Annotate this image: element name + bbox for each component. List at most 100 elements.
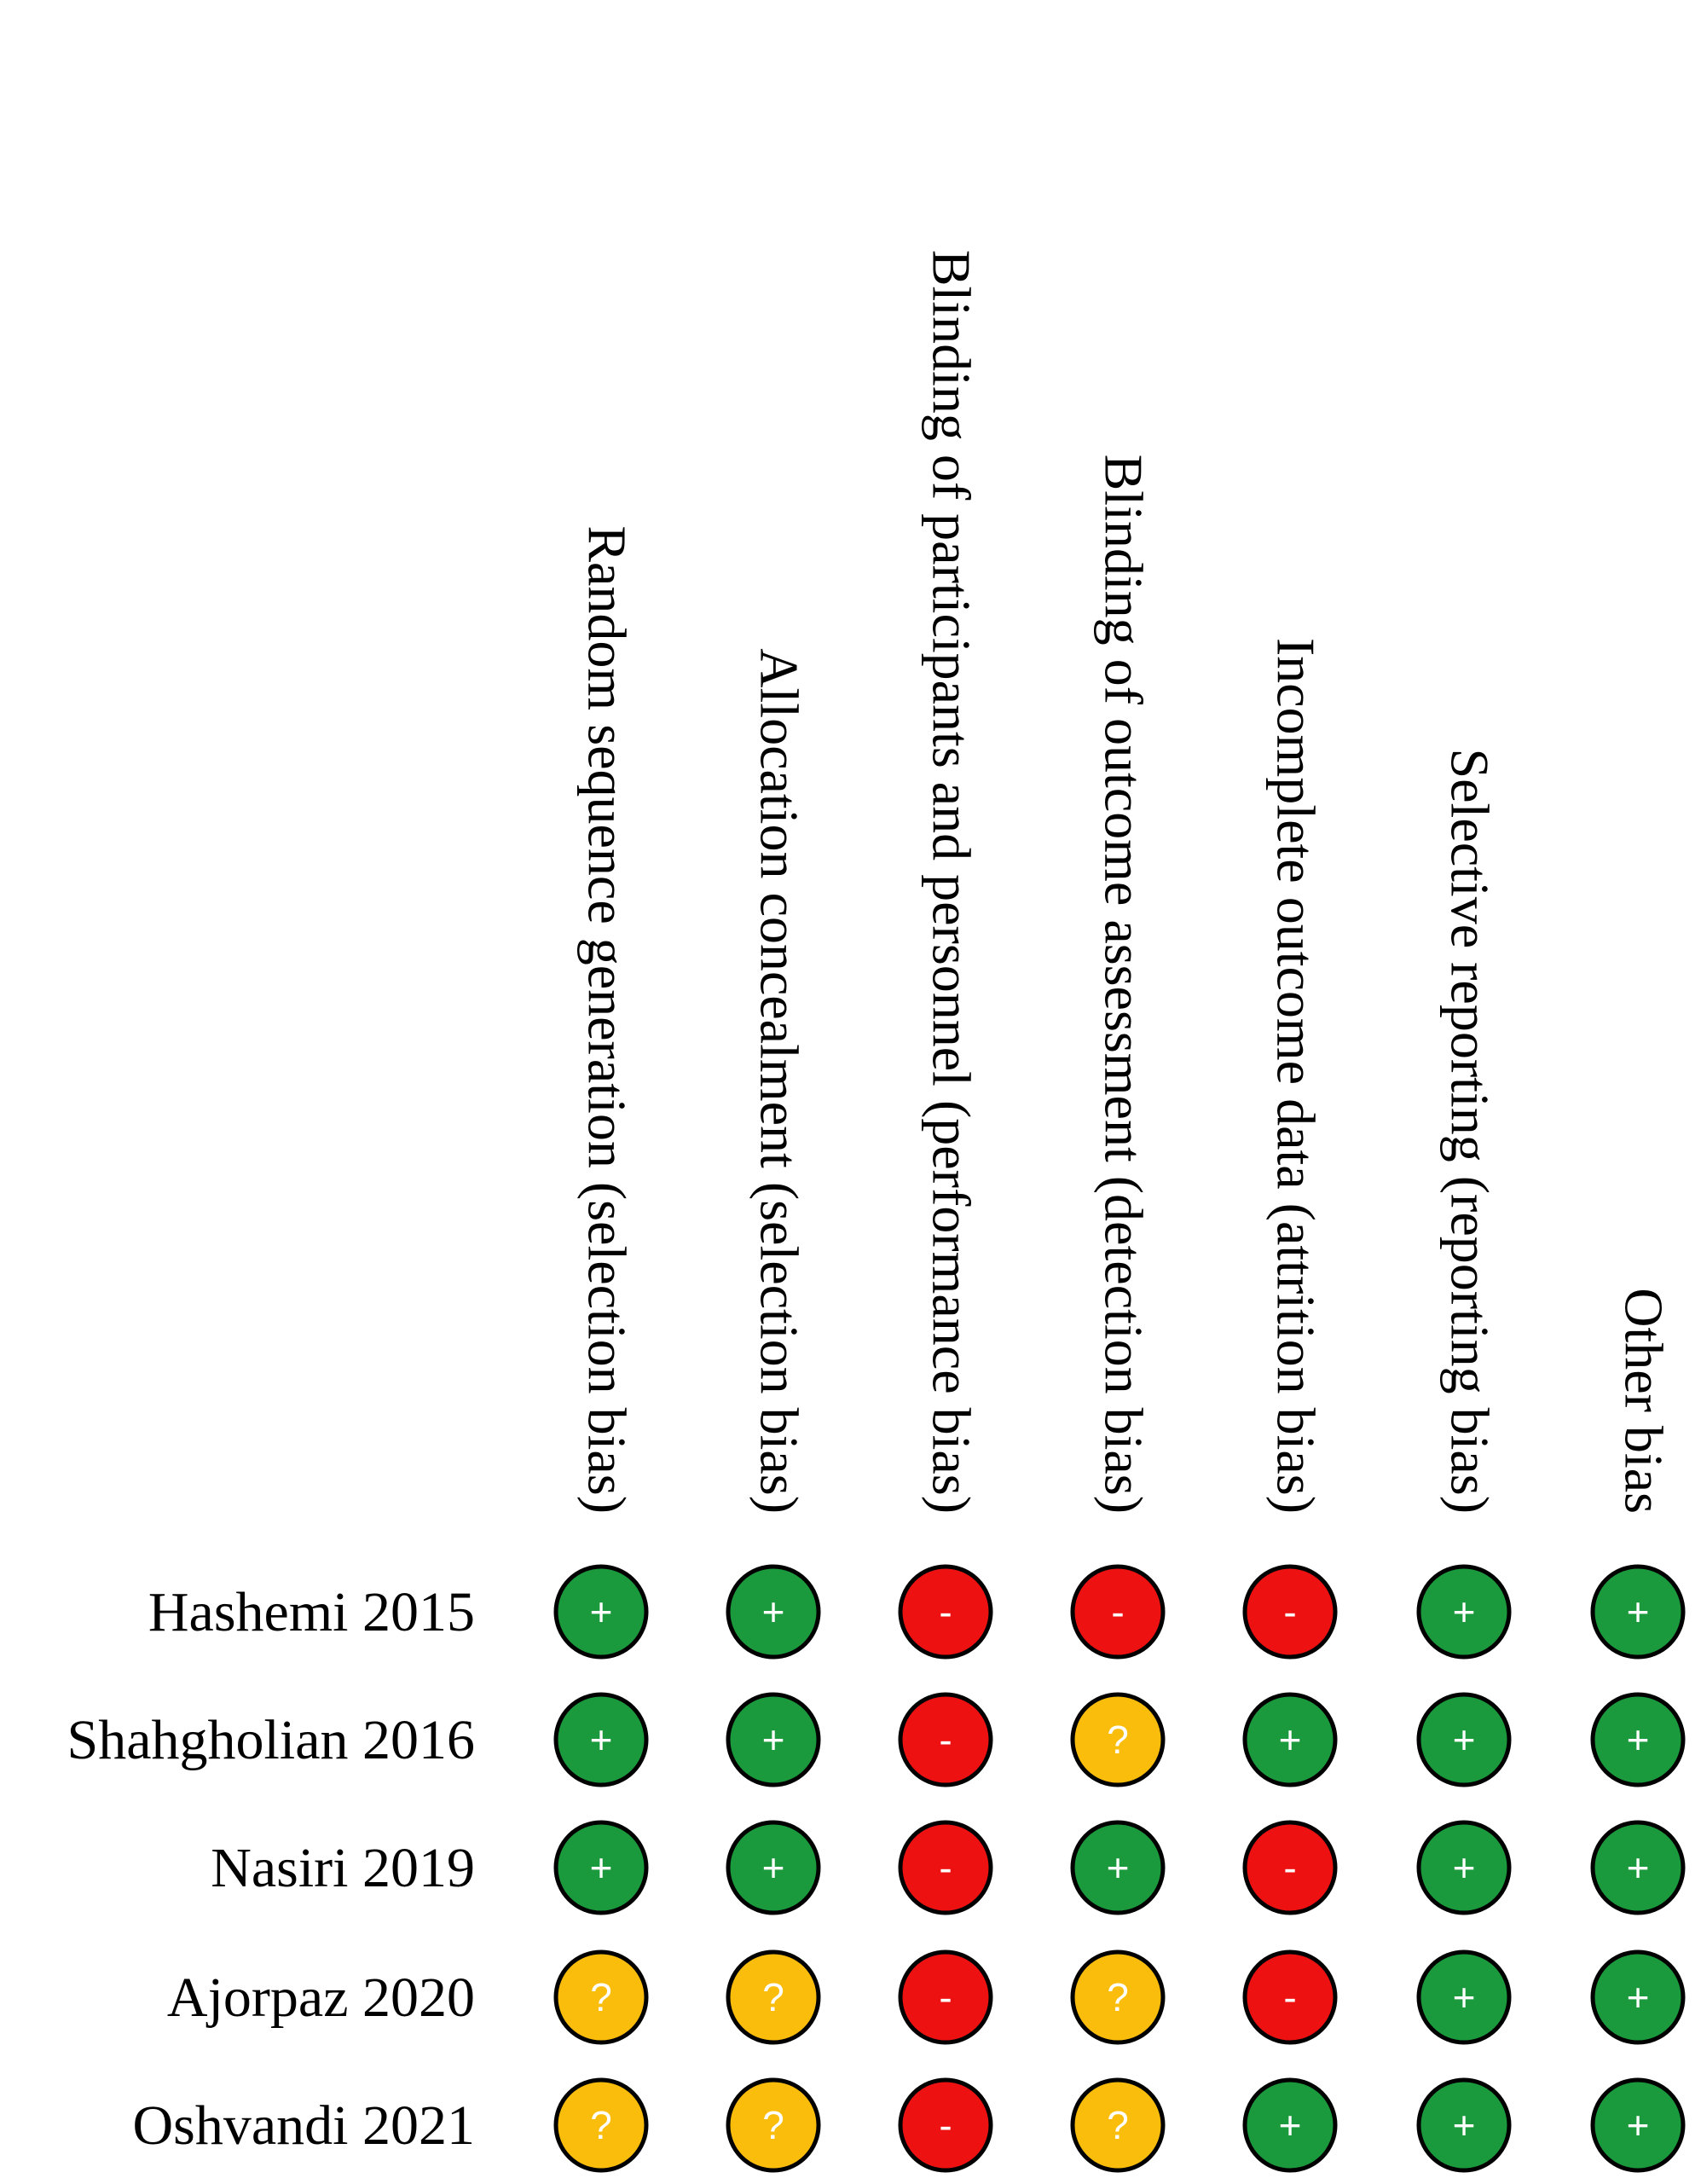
judgement-circle <box>1590 1820 1686 1915</box>
judgement-circle <box>553 1820 649 1915</box>
column-label: Allocation concealment (selection bias) <box>749 648 809 1514</box>
judgement-low: + <box>1416 1820 1512 1915</box>
judgement-circle <box>726 1564 821 1660</box>
judgement-circle <box>898 1949 993 2045</box>
judgement-symbol: + <box>762 1590 785 1634</box>
judgement-high: - <box>1242 1949 1338 2045</box>
judgement-symbol: + <box>1279 1718 1302 1762</box>
judgement-symbol: - <box>939 1718 952 1762</box>
judgement-symbol: + <box>1627 1590 1650 1634</box>
judgement-circle <box>1590 2077 1686 2173</box>
judgement-low: + <box>726 1564 821 1660</box>
judgement-low: + <box>553 1564 649 1660</box>
judgement-symbol: - <box>939 2103 952 2147</box>
judgement-circle <box>1416 2077 1512 2173</box>
judgement-circle <box>553 1949 649 2045</box>
judgement-symbol: + <box>1453 2103 1476 2147</box>
judgement-symbol: - <box>939 1845 952 1890</box>
judgement-circle <box>726 1820 821 1915</box>
row-label: Oshvandi 2021 <box>133 2094 475 2157</box>
judgement-symbol: - <box>939 1590 952 1634</box>
judgement-high: - <box>1242 1564 1338 1660</box>
column-label: Selective reporting (reporting bias) <box>1439 749 1500 1514</box>
column-label: Blinding of participants and personnel (… <box>921 250 981 1514</box>
judgement-symbol: + <box>1453 1845 1476 1890</box>
row-label: Hashemi 2015 <box>148 1581 475 1643</box>
column-label: Blinding of outcome assessment (detectio… <box>1093 455 1154 1514</box>
judgement-circle <box>1242 1564 1338 1660</box>
judgement-circle <box>726 1949 821 2045</box>
row-label: Shahgholian 2016 <box>67 1709 475 1771</box>
judgement-symbol: + <box>762 1718 785 1762</box>
judgement-circle <box>1242 2077 1338 2173</box>
judgement-symbol: ? <box>1107 2103 1129 2147</box>
judgement-high: - <box>898 2077 993 2173</box>
judgement-circle <box>1070 1820 1166 1915</box>
judgement-symbol: + <box>590 1718 613 1762</box>
judgement-high: - <box>898 1564 993 1660</box>
judgement-circle <box>553 1564 649 1660</box>
judgement-symbol: - <box>1283 1845 1296 1890</box>
judgement-circle <box>1242 1692 1338 1787</box>
judgement-symbol: ? <box>762 2103 784 2147</box>
judgement-low: + <box>1416 1692 1512 1787</box>
judgement-low: + <box>1242 2077 1338 2173</box>
judgement-unclear: ? <box>726 2077 821 2173</box>
judgement-circle <box>1590 1564 1686 1660</box>
judgement-grid: + + - - - + + + + -? + + + + + - + - + +?? -? - + +?? -? + + + <box>553 1564 1686 2173</box>
judgement-high: - <box>1242 1820 1338 1915</box>
judgement-circle <box>553 1692 649 1787</box>
judgement-circle <box>726 1692 821 1787</box>
judgement-symbol: + <box>1627 1845 1650 1890</box>
judgement-low: + <box>1070 1820 1166 1915</box>
judgement-unclear: ? <box>1070 1692 1166 1787</box>
column-labels: Random sequence generation (selection bi… <box>576 250 1674 1514</box>
judgement-unclear: ? <box>726 1949 821 2045</box>
judgement-symbol: + <box>1627 1975 1650 2019</box>
judgement-symbol: + <box>1627 2103 1650 2147</box>
judgement-symbol: - <box>1283 1590 1296 1634</box>
judgement-circle <box>1416 1564 1512 1660</box>
judgement-circle <box>898 1820 993 1915</box>
judgement-high: - <box>898 1692 993 1787</box>
judgement-symbol: - <box>1283 1975 1296 2019</box>
judgement-circle <box>1070 1692 1166 1787</box>
judgement-circle <box>898 2077 993 2173</box>
row-label: Ajorpaz 2020 <box>167 1967 475 2029</box>
row-labels: Hashemi 2015 Shahgholian 2016 Nasiri 2019 A… <box>67 1581 475 2157</box>
judgement-high: - <box>1070 1564 1166 1660</box>
judgement-circle <box>1242 1949 1338 2045</box>
judgement-low: + <box>1416 2077 1512 2173</box>
judgement-low: + <box>1590 1692 1686 1787</box>
judgement-symbol: + <box>762 1845 785 1890</box>
judgement-unclear: ? <box>1070 1949 1166 2045</box>
judgement-high: - <box>898 1949 993 2045</box>
judgement-circle <box>1590 1949 1686 2045</box>
judgement-symbol: ? <box>762 1975 784 2019</box>
judgement-high: - <box>898 1820 993 1915</box>
judgement-low: + <box>1590 1820 1686 1915</box>
judgement-circle <box>1070 1949 1166 2045</box>
column-label: Incomplete outcome data (attrition bias) <box>1265 638 1326 1514</box>
judgement-symbol: + <box>1279 2103 1302 2147</box>
judgement-circle <box>553 2077 649 2173</box>
judgement-unclear: ? <box>553 1949 649 2045</box>
judgement-circle <box>1416 1692 1512 1787</box>
judgement-low: + <box>1416 1949 1512 2045</box>
judgement-circle <box>898 1564 993 1660</box>
row-label: Nasiri 2019 <box>211 1837 475 1899</box>
judgement-symbol: + <box>590 1590 613 1634</box>
judgement-symbol: ? <box>1107 1975 1129 2019</box>
judgement-low: + <box>1242 1692 1338 1787</box>
judgement-symbol: - <box>939 1975 952 2019</box>
judgement-circle <box>1590 1692 1686 1787</box>
judgement-symbol: + <box>1107 1845 1130 1890</box>
judgement-circle <box>1070 2077 1166 2173</box>
judgement-circle <box>1416 1949 1512 2045</box>
judgement-symbol: + <box>1627 1718 1650 1762</box>
judgement-symbol: ? <box>590 1975 612 2019</box>
judgement-unclear: ? <box>553 2077 649 2173</box>
judgement-symbol: + <box>1453 1975 1476 2019</box>
judgement-unclear: ? <box>1070 2077 1166 2173</box>
